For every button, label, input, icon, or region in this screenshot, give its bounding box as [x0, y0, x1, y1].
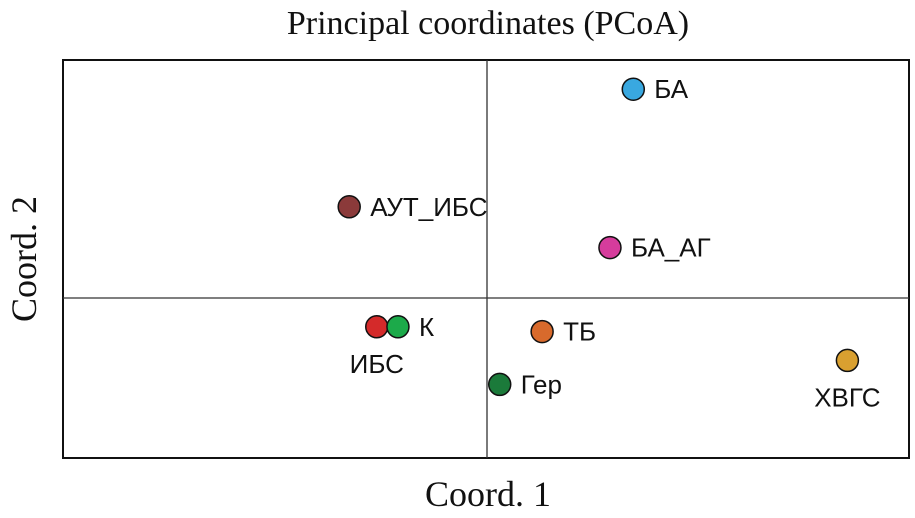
point-label-7: ХВГС — [814, 382, 880, 412]
point-marker-3 — [365, 315, 389, 339]
chart-title: Principal coordinates (PCoA) — [287, 5, 689, 42]
point-marker-5 — [530, 319, 554, 344]
point-marker-7 — [835, 348, 860, 373]
point-marker-0 — [621, 77, 646, 101]
point-label-1: АУТ_ИБС — [370, 192, 487, 222]
point-marker-4 — [386, 315, 410, 339]
point-label-0: БА — [654, 74, 688, 104]
point-marker-1 — [337, 195, 361, 219]
point-label-6: Гер — [521, 369, 562, 399]
y-axis-label: Coord. 2 — [4, 196, 44, 322]
point-marker-6 — [487, 372, 512, 397]
point-label-4: К — [419, 312, 434, 342]
point-label-5: ТБ — [563, 317, 596, 347]
point-label-2: БА_АГ — [631, 233, 711, 263]
plot-frame — [62, 59, 910, 459]
point-label-3: ИБС — [350, 349, 404, 379]
x-axis-label: Coord. 1 — [425, 474, 551, 514]
point-marker-2 — [598, 235, 622, 260]
